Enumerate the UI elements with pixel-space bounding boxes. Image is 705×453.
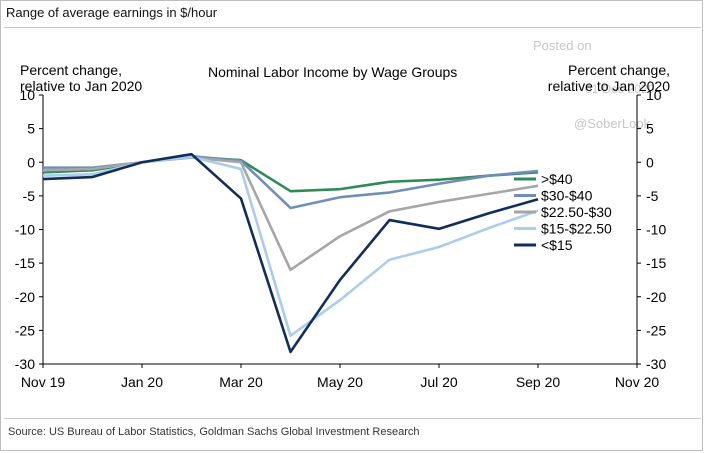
y-tick-label-left: -15	[15, 255, 35, 271]
y-tick-label-right: -5	[646, 188, 659, 204]
series-line-0	[42, 155, 539, 193]
watermark-handle: @SoberLook	[574, 116, 651, 131]
chart-title: Nominal Labor Income by Wage Groups	[208, 64, 458, 80]
legend-label-1: $30-$40	[541, 188, 593, 204]
y-tick-label-right: 5	[646, 121, 654, 137]
y-tick-label-left: -10	[15, 222, 35, 238]
watermark-posted: Posted on	[533, 38, 592, 53]
y-tick-label-right: 0	[646, 154, 654, 170]
y-tick-label-left: 5	[27, 121, 35, 137]
source-note: Source: US Bureau of Labor Statistics, G…	[8, 426, 420, 438]
series-line-2	[42, 156, 539, 272]
y-tick-label-left: 0	[27, 154, 35, 170]
y-tick-label-right: -20	[646, 289, 666, 305]
x-tick-label: Jul 20	[420, 374, 458, 390]
left-axis-unit-line1: Percent change,	[20, 62, 122, 78]
bottom-divider	[4, 418, 701, 419]
x-tick-label: Nov 20	[615, 374, 660, 390]
left-axis-unit: Percent change, relative to Jan 2020	[20, 62, 142, 94]
right-axis-unit: Percent change, relative to Jan 2020	[540, 62, 670, 94]
right-axis-unit-line2: relative to Jan 2020	[547, 78, 670, 94]
legend-label-2: $22.50-$30	[541, 204, 612, 220]
series-line-4	[42, 152, 539, 354]
legend-label-3: $15-$22.50	[541, 221, 612, 237]
top-divider	[4, 27, 701, 28]
x-tick-label: Nov 19	[21, 374, 66, 390]
x-tick-label: Sep 20	[516, 374, 561, 390]
header-text: Range of average earnings in $/hour	[6, 5, 218, 20]
y-tick-label-right: -30	[646, 356, 666, 372]
watermark-date: 01-Dec-2020	[585, 82, 655, 96]
y-tick-label-right: -10	[646, 222, 666, 238]
x-tick-label: Jan 20	[121, 374, 163, 390]
y-tick-label-left: -25	[15, 322, 35, 338]
right-axis-unit-line1: Percent change,	[568, 62, 670, 78]
legend-label-4: <$15	[541, 237, 573, 253]
y-tick-label-left: 10	[19, 87, 35, 103]
x-tick-label: May 20	[317, 374, 363, 390]
y-tick-label-right: -25	[646, 322, 666, 338]
y-tick-label-right: -15	[646, 255, 666, 271]
left-axis-unit-line2: relative to Jan 2020	[20, 78, 143, 94]
x-tick-label: Mar 20	[219, 374, 263, 390]
legend-label-0: >$40	[541, 171, 573, 187]
y-tick-label-right: 10	[646, 87, 662, 103]
y-tick-label-left: -5	[23, 188, 36, 204]
y-tick-label-left: -20	[15, 289, 35, 305]
series-line-3	[42, 155, 539, 338]
series-line-1	[43, 154, 539, 210]
y-tick-label-left: -30	[15, 356, 35, 372]
